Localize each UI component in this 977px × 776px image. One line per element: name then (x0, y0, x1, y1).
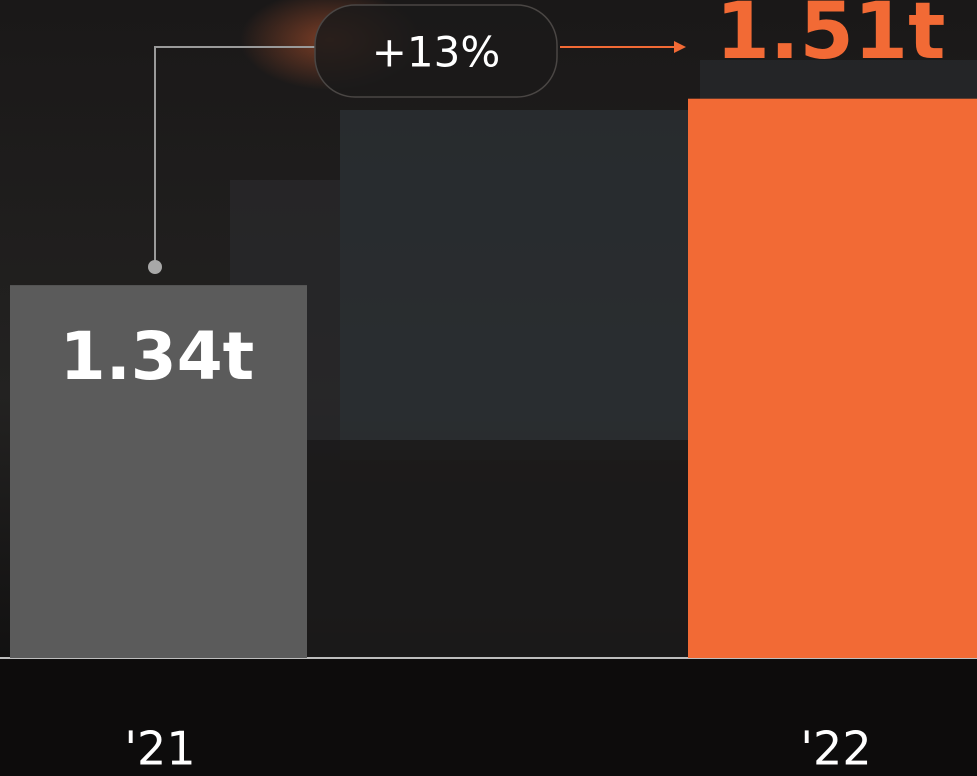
connector (148, 41, 686, 274)
bar (688, 98, 977, 658)
x-tick-label: '22 (800, 722, 871, 776)
bar (10, 285, 307, 658)
annotation-pill (314, 4, 558, 98)
value-label: 1.34t (60, 318, 254, 395)
annotation: +13% (372, 28, 501, 77)
value-label: 1.51t (716, 0, 946, 77)
x-tick-label: '21 (124, 722, 195, 776)
